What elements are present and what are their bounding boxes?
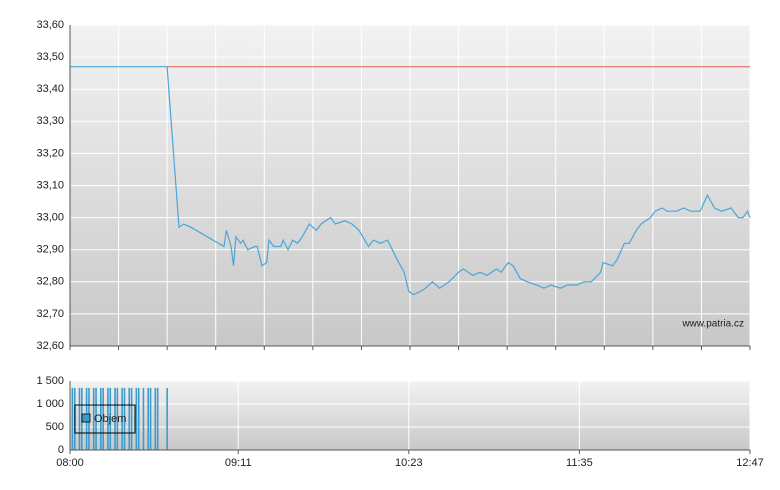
volume-bar [135,387,138,450]
y-tick-label: 32,90 [36,244,64,256]
volume-bar [71,387,74,450]
x-tick-label: 09:11 [225,457,252,469]
volume-bar [149,387,152,450]
volume-bar [156,387,159,450]
y-tick-label: 32,60 [36,340,64,352]
volume-bar [116,387,119,450]
plot-background [70,381,750,450]
volume-bar [154,387,157,450]
volume-bar [109,387,112,450]
y-tick-label: 33,40 [36,83,64,95]
legend-box [74,404,136,434]
y-tick-label: 500 [46,421,64,433]
volume-bar [142,387,145,450]
y-tick-label: 33,60 [36,19,64,31]
y-tick-label: 32,80 [36,276,64,288]
price-line [70,66,751,296]
y-tick-label: 32,70 [36,308,64,320]
y-tick-label: 1 500 [36,375,64,387]
volume-bar [78,387,81,450]
x-tick-label: 12:47 [736,457,764,469]
volume-bar [137,387,140,450]
y-tick-label: 33,10 [36,179,64,191]
volume-bar [102,387,104,450]
y-tick-label: 1 000 [36,398,64,410]
volume-bar [114,387,116,450]
y-tick-label: 33,00 [36,212,64,224]
watermark: www.patria.cz [681,319,744,330]
x-tick-label: 10:23 [395,457,423,469]
legend-swatch [81,413,91,423]
volume-bar [92,387,95,450]
volume-bar [130,387,133,450]
y-tick-label: 33,30 [36,115,64,127]
volume-bar [128,387,131,450]
x-tick-label: 08:00 [56,457,84,469]
volume-bar [107,387,109,450]
legend-label: Objem [94,413,126,425]
volume-bar [121,387,123,450]
y-tick-label: 33,50 [36,51,64,63]
volume-bar [147,387,149,450]
volume-bar [166,387,168,450]
y-tick-label: 33,20 [36,147,64,159]
x-tick-label: 11:35 [566,457,593,469]
volume-bar [95,387,97,450]
y-tick-label: 0 [58,444,64,456]
volume-bar [123,387,126,450]
volume-bar [100,387,102,450]
